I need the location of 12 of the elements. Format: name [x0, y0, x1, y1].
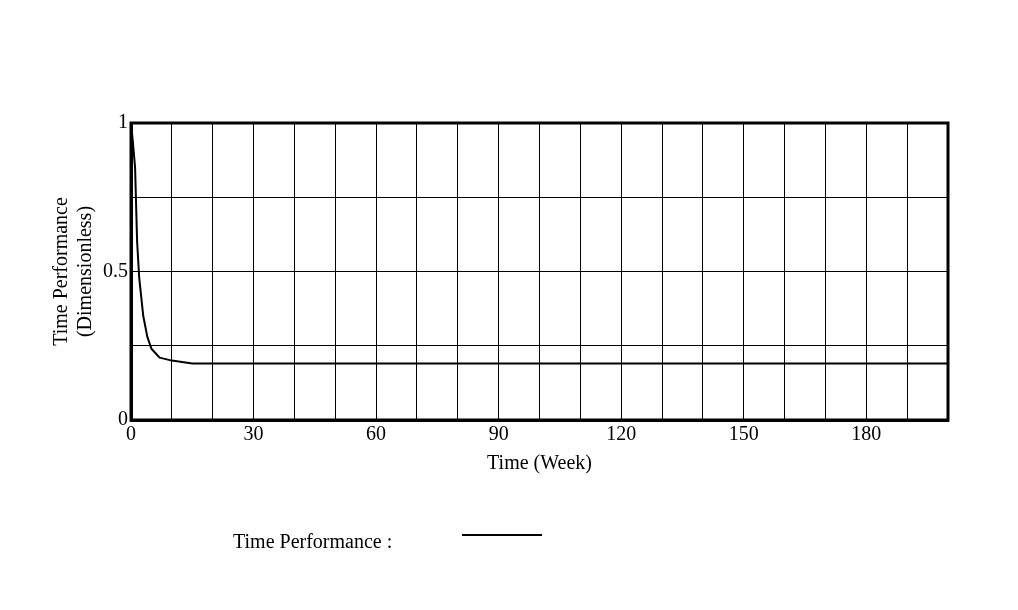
y-tick-label: 0 — [118, 407, 128, 430]
text: Time Performance : — [233, 530, 393, 553]
y-tick-label: 1 — [118, 110, 128, 133]
x-tick-label: 180 — [851, 422, 882, 445]
x-tick-label: 30 — [243, 422, 264, 445]
y-tick-label: 0.5 — [103, 258, 128, 281]
x-tick-label: 60 — [366, 422, 387, 445]
x-tick-label: 90 — [488, 422, 509, 445]
x-tick-label: 120 — [606, 422, 637, 445]
x-tick-label: 150 — [728, 422, 759, 445]
y-axis-title: Time Performance (Dimensionless) — [49, 197, 97, 346]
x-axis-title: Time (Week) — [487, 451, 592, 475]
